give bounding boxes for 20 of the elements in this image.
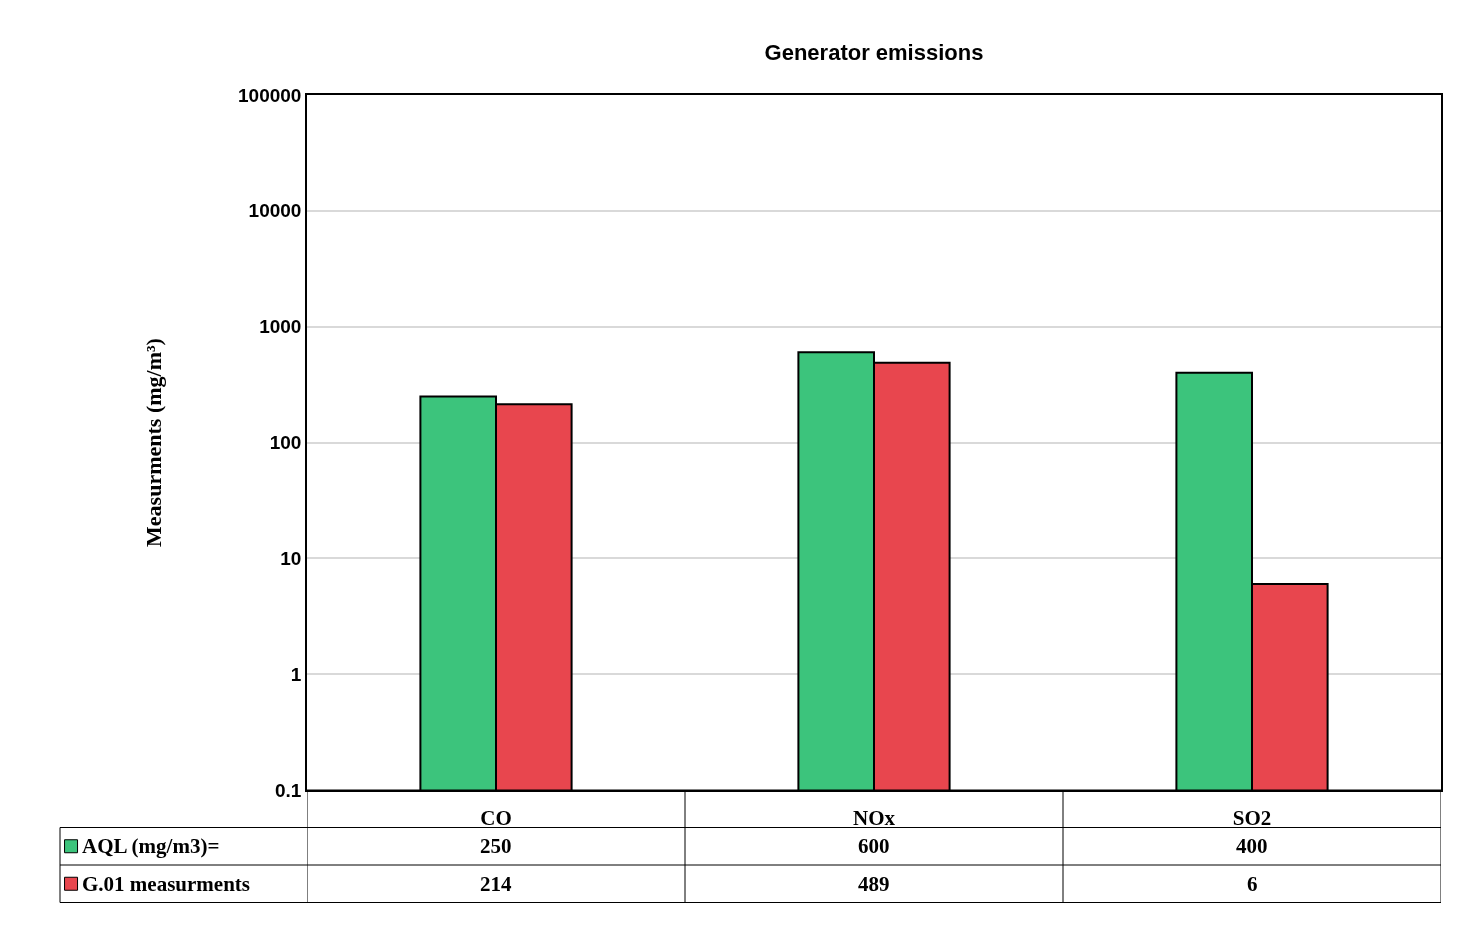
data-label: 400 [1236, 834, 1268, 858]
y-tick-label: 10 [280, 547, 302, 569]
legend-label: G.01 measurments [82, 872, 250, 896]
y-tick-label: 0.1 [275, 779, 302, 801]
y-tick-label: 100000 [238, 84, 302, 106]
x-tick-label: CO [480, 805, 512, 830]
x-tick-label: SO2 [1232, 805, 1272, 830]
data-label: 600 [858, 834, 890, 858]
y-tick-label: 1 [290, 663, 302, 685]
x-tick-label: NOx [853, 805, 896, 830]
y-tick-label: 1000 [259, 316, 302, 338]
y-tick-label: 10000 [248, 200, 302, 222]
data-label: 489 [858, 872, 890, 896]
data-label: 250 [480, 834, 512, 858]
y-axis-title: Measurments (mg/m³) [141, 338, 167, 547]
data-label: 6 [1247, 872, 1258, 896]
chart-title: Generator emissions [764, 39, 984, 65]
legend-label: AQL (mg/m3)= [82, 834, 220, 858]
y-tick-label: 100 [269, 432, 302, 454]
data-label: 214 [480, 872, 512, 896]
